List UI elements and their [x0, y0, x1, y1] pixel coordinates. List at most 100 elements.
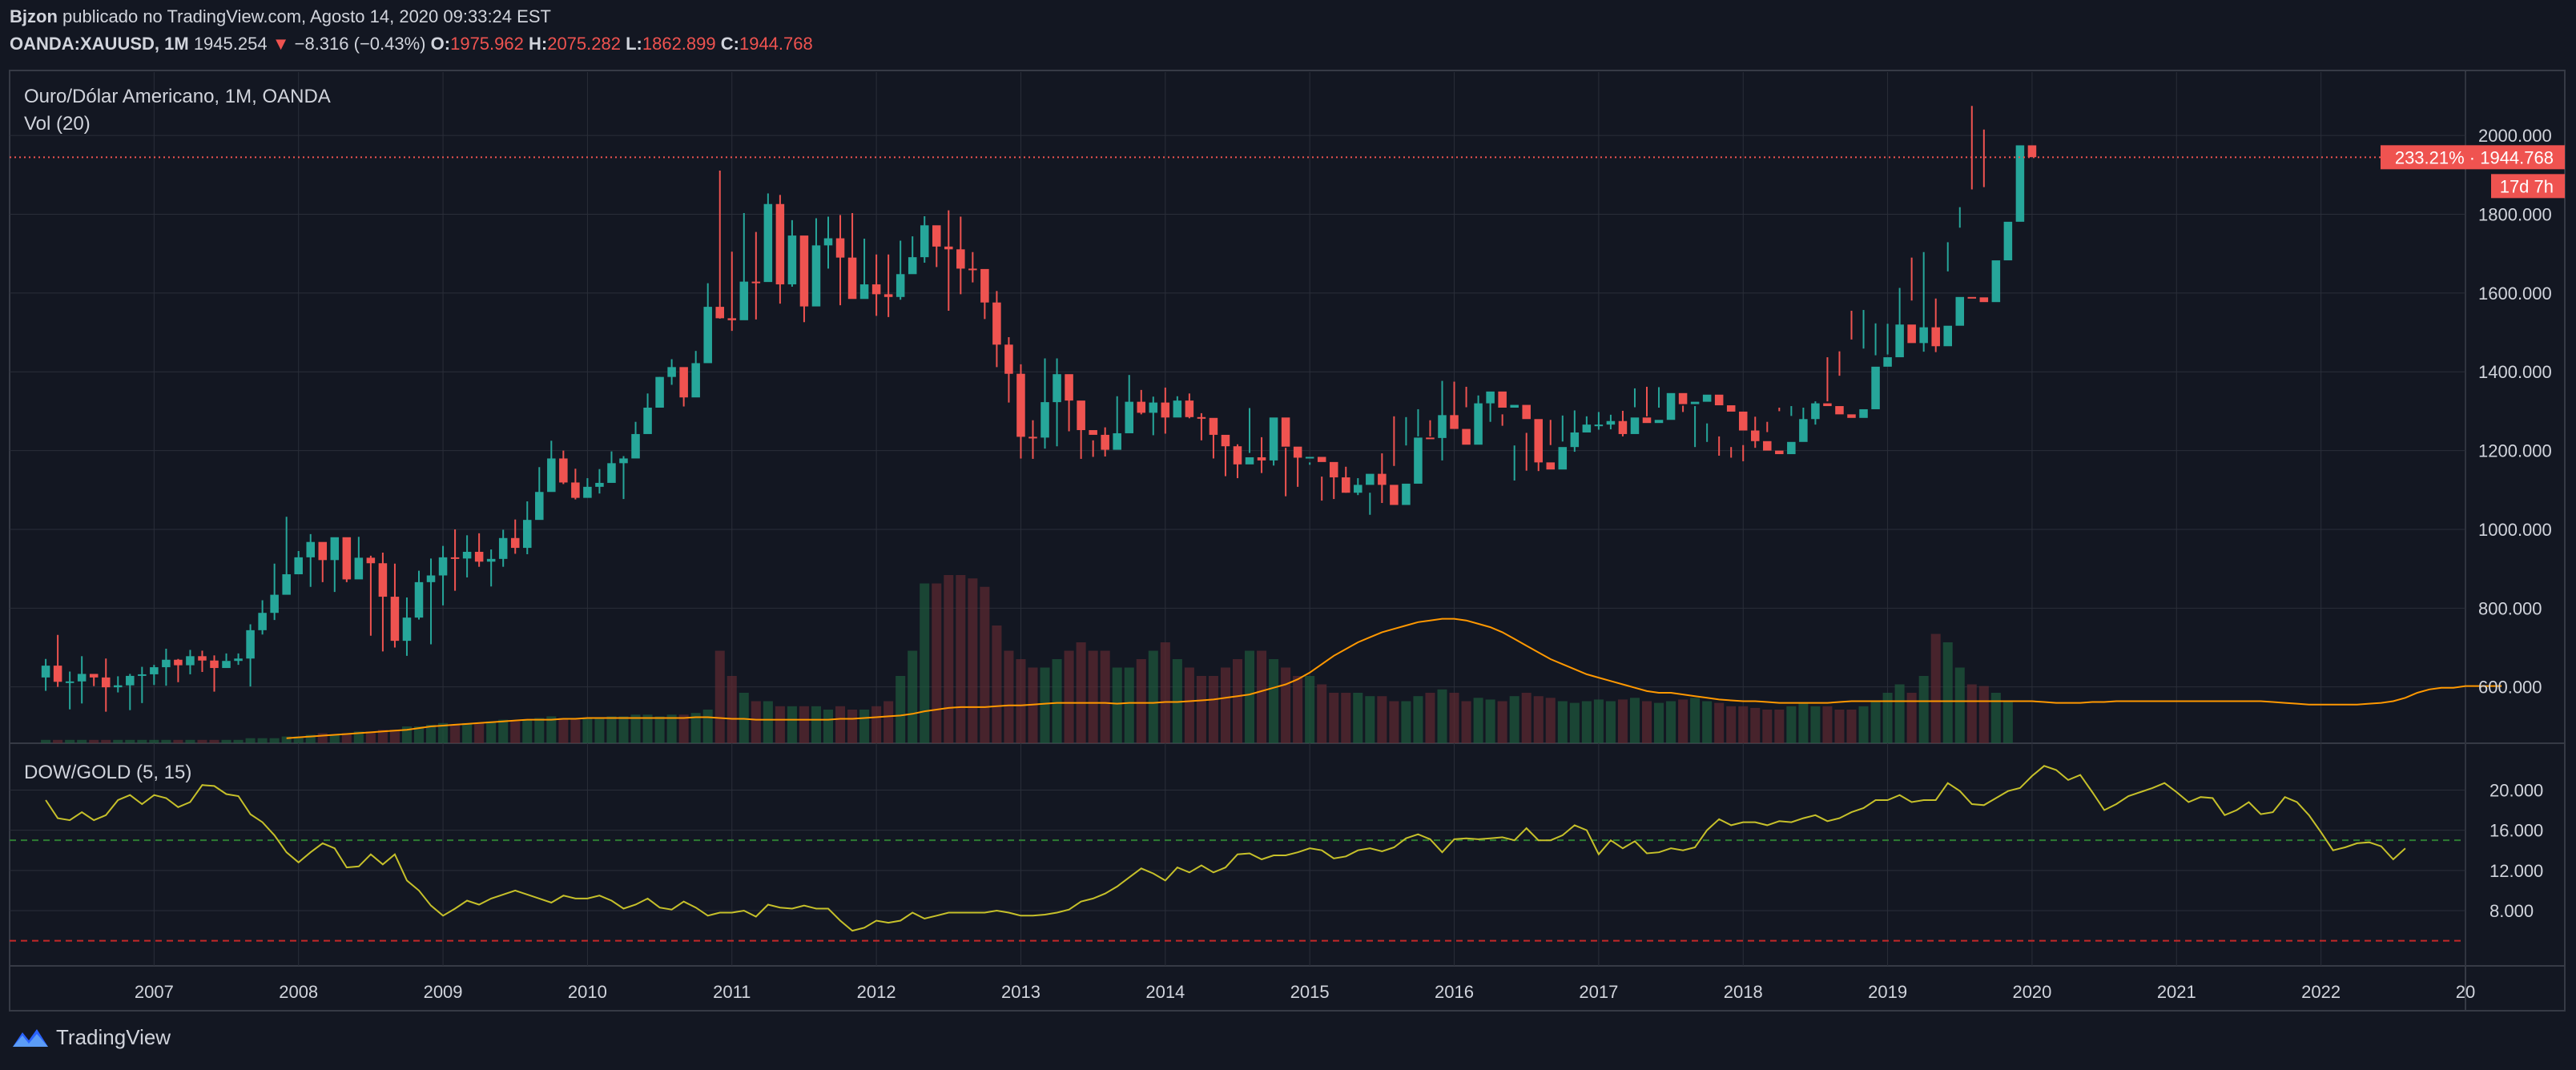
candle-body: [1137, 401, 1146, 413]
volume-bar: [823, 710, 834, 743]
volume-bar: [582, 718, 593, 743]
volume-bar: [666, 714, 677, 743]
candle-body: [932, 225, 941, 247]
time-axis-tick-label: 2022: [2301, 982, 2341, 1002]
candle-body: [1257, 457, 1266, 461]
volume-bar: [1894, 684, 1905, 743]
candle-body: [896, 274, 905, 297]
author-name[interactable]: Bjzon: [10, 6, 58, 26]
volume-bar: [654, 716, 665, 743]
symbol-name[interactable]: OANDA:XAUUSD, 1M: [10, 34, 189, 54]
brand-name: TradingView: [56, 1025, 171, 1049]
candle-body: [1498, 391, 1507, 408]
close-label: C:: [720, 34, 739, 54]
candle-body: [474, 551, 484, 562]
candle-body: [486, 558, 496, 562]
volume-bar: [101, 739, 111, 743]
candle-body: [1281, 417, 1290, 447]
volume-bar: [1461, 701, 1471, 743]
candle-body: [41, 666, 50, 678]
candle-body: [1053, 374, 1061, 403]
candle-body: [1678, 392, 1688, 404]
candle-body: [1859, 408, 1868, 418]
ratio-axis-tick-label: 16.000: [2489, 821, 2543, 841]
volume-bar: [389, 730, 400, 743]
price-axis-tick-label: 1400.000: [2478, 362, 2552, 382]
candle-body: [992, 302, 1001, 345]
volume-bar: [281, 736, 292, 743]
candle-body: [234, 658, 243, 662]
volume-bar: [1389, 701, 1399, 743]
volume-bar: [618, 716, 629, 743]
volume-bar: [1762, 710, 1773, 743]
candle-body: [1004, 344, 1013, 374]
volume-bar: [1593, 699, 1604, 743]
volume-bar: [1497, 701, 1507, 743]
volume-bar: [1798, 702, 1809, 743]
volume-bar: [908, 650, 918, 743]
volume-bar: [462, 722, 473, 743]
volume-bar: [257, 738, 268, 743]
candle-body: [1149, 402, 1158, 413]
candle-body: [1089, 430, 1097, 435]
candle-body: [908, 257, 917, 275]
volume-bar: [498, 719, 509, 743]
volume-bar: [1521, 693, 1532, 743]
candle-body: [1065, 374, 1073, 401]
volume-bar: [137, 739, 147, 743]
time-axis-tick-label: 2015: [1290, 982, 1330, 1002]
candle-body: [956, 249, 965, 269]
candle-body: [101, 677, 111, 688]
volume-bar: [1858, 706, 1869, 743]
candle-body: [1438, 415, 1447, 438]
volume-bar: [233, 739, 244, 743]
volume-bar: [763, 701, 773, 743]
candle-body: [150, 667, 159, 674]
candle-body: [643, 408, 652, 434]
publish-text: publicado no TradingView.com, Agosto 14,…: [62, 6, 551, 26]
candle-body: [1931, 327, 1940, 347]
candle-body: [1738, 411, 1748, 431]
volume-bar: [1425, 693, 1435, 743]
candle-body: [631, 433, 640, 459]
candle-body: [222, 661, 231, 669]
candle-body: [1835, 406, 1844, 415]
volume-bar: [1100, 650, 1110, 743]
candle-body: [1342, 477, 1350, 493]
volume-bar: [678, 714, 689, 743]
candle-body: [77, 674, 87, 682]
volume-indicator-label: Vol (20): [24, 113, 91, 135]
publish-info: Bjzon publicado no TradingView.com, Agos…: [10, 6, 551, 27]
candle-body: [1028, 436, 1037, 439]
candle-body: [1618, 420, 1628, 434]
symbol-info: OANDA:XAUUSD, 1M 1945.254 ▼ −8.316 (−0.4…: [10, 34, 813, 54]
volume-bar: [1605, 701, 1616, 743]
volume-bar: [510, 721, 521, 743]
candle-body: [655, 376, 664, 408]
volume-bar: [1196, 676, 1206, 743]
volume-bar: [1377, 696, 1387, 743]
candle-body: [438, 557, 448, 576]
candle-body: [2027, 145, 2037, 158]
candle-body: [559, 458, 568, 483]
volume-bar: [377, 730, 388, 743]
candle-body: [1378, 473, 1387, 485]
candle-body: [1390, 485, 1399, 505]
footer-brand[interactable]: TradingView: [11, 1025, 171, 1050]
candle-body: [89, 674, 99, 678]
volume-bar: [606, 716, 617, 743]
ratio-axis-tick-label: 12.000: [2489, 861, 2543, 881]
volume-bar: [1473, 698, 1483, 743]
candle-body: [186, 656, 195, 666]
volume-bar: [209, 739, 219, 743]
candle-body: [246, 630, 255, 659]
candle-body: [2015, 145, 2025, 222]
volume-bar: [642, 714, 653, 743]
volume-bar: [1052, 659, 1062, 743]
time-axis-tick-label: 2016: [1435, 982, 1474, 1002]
volume-bar: [787, 706, 797, 743]
volume-bar: [594, 718, 605, 743]
volume-bar: [1533, 696, 1544, 743]
candle-body: [402, 617, 412, 642]
